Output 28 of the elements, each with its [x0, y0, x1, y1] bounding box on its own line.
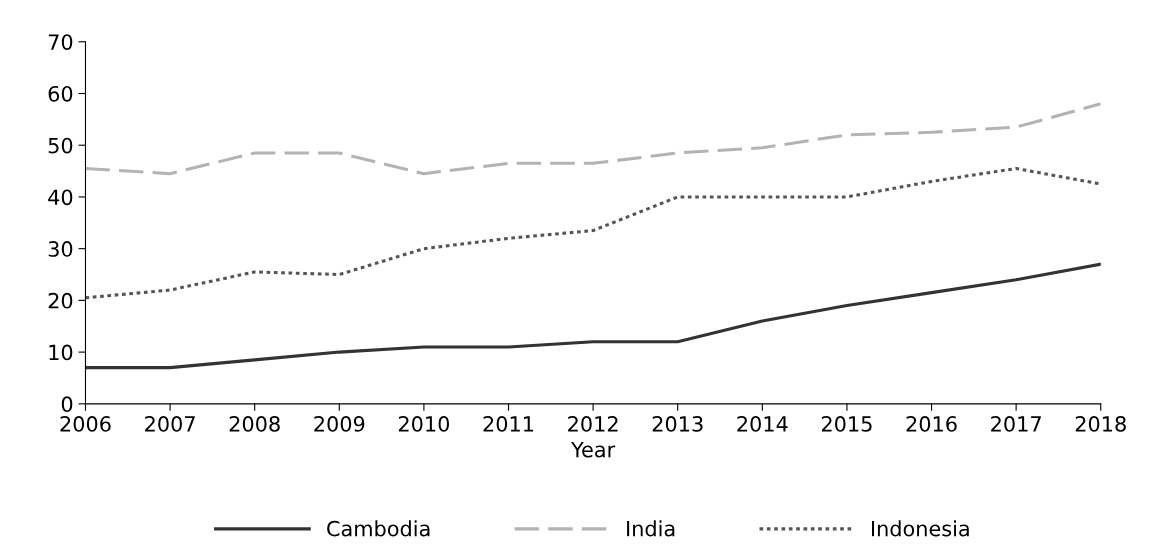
- x-tick-label: 2018: [1075, 416, 1126, 432]
- y-tick-label: 10: [49, 344, 73, 361]
- x-tick-label: 2008: [229, 416, 280, 432]
- legend-label: Cambodia: [327, 520, 430, 537]
- x-tick-label: 2014: [737, 416, 788, 432]
- x-tick-label: 2006: [60, 416, 111, 432]
- x-tick-label: 2013: [652, 416, 703, 432]
- x-tick-label: 2007: [145, 416, 195, 432]
- x-tick-label: 2010: [398, 416, 450, 432]
- y-tick-label: 50: [48, 137, 73, 154]
- x-tick-label: 2015: [821, 416, 872, 432]
- x-tick-label: 2016: [906, 416, 957, 432]
- x-tick-label: 2009: [314, 416, 365, 432]
- y-tick-label: 30: [48, 241, 73, 257]
- line-series: [85, 262, 1101, 370]
- y-tick-label: 20: [48, 292, 73, 309]
- x-tick-label: 2017: [991, 416, 1041, 432]
- line-series: [85, 166, 1101, 300]
- legend-label: India: [627, 520, 675, 537]
- y-tick-label: 60: [48, 85, 73, 102]
- line-series: [85, 102, 1101, 176]
- y-tick-label: 40: [48, 189, 73, 206]
- legend-label: Indonesia: [871, 520, 969, 537]
- y-tick-label: 0: [61, 396, 73, 413]
- x-axis-title: Year: [571, 441, 616, 458]
- x-tick-label: 2011: [483, 416, 534, 432]
- y-tick-label: 70: [48, 34, 73, 50]
- x-tick-label: 2012: [568, 416, 618, 432]
